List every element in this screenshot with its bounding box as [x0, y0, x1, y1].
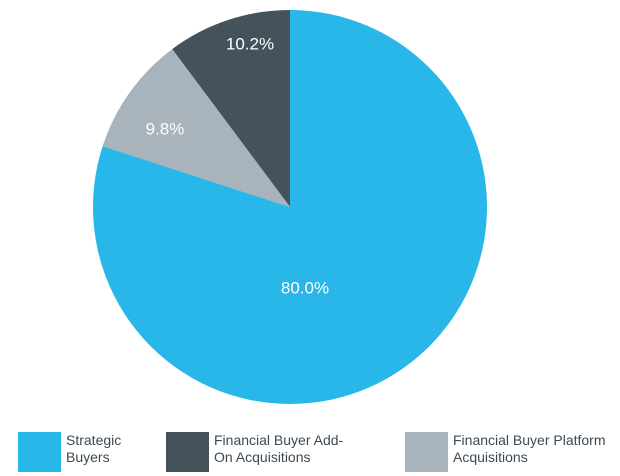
- legend-swatch: [18, 432, 61, 472]
- legend-label: Strategic Buyers: [66, 432, 122, 465]
- data-label: 9.8%: [146, 119, 185, 138]
- pie-slice: [93, 10, 488, 404]
- legend-label: Financial Buyer Platform Acquisitions: [453, 432, 606, 465]
- legend-swatch: [166, 432, 209, 472]
- legend-label: Financial Buyer Add-On Acquisitions: [214, 432, 344, 465]
- pie-area: 80.0% 10.2% 9.8%: [93, 10, 488, 404]
- data-label: 10.2%: [226, 34, 274, 53]
- legend-swatch: [405, 432, 448, 472]
- pie-slice: [102, 49, 290, 207]
- data-label: 80.0%: [281, 278, 329, 297]
- pie-slice: [172, 10, 290, 207]
